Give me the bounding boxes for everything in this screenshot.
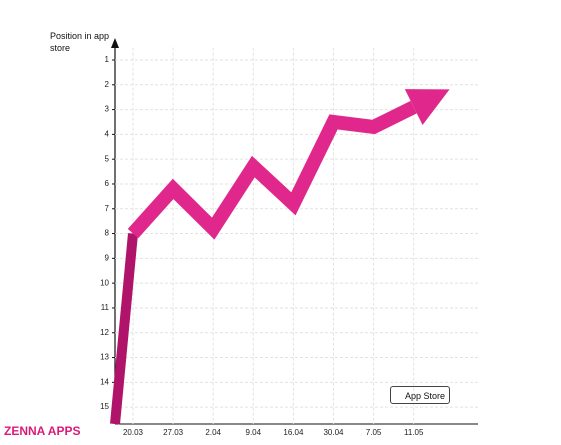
- y-tick-label: 12: [100, 328, 109, 337]
- lead-in: [110, 233, 138, 425]
- x-tick-label: 7.05: [366, 428, 382, 437]
- x-tick-label: 30.04: [323, 428, 344, 437]
- y-tick-label: 5: [105, 154, 110, 163]
- app-store-badge[interactable]: App Store: [390, 386, 450, 404]
- x-tick-label: 20.03: [123, 428, 144, 437]
- y-tick-label: 13: [100, 353, 109, 362]
- arrow-head: [404, 89, 450, 126]
- y-tick-label: 14: [100, 377, 109, 386]
- line: [127, 100, 417, 240]
- x-tick-label: 16.04: [283, 428, 304, 437]
- y-tick-label: 6: [105, 179, 110, 188]
- brand: ZENNA APPS: [4, 424, 81, 438]
- y-tick-label: 10: [100, 278, 109, 287]
- y-tick-label: 15: [100, 402, 109, 411]
- y-tick-label: 2: [105, 80, 110, 89]
- x-tick-label: 2.04: [205, 428, 221, 437]
- y-tick-label: 1: [105, 55, 110, 64]
- x-tick-label: 11.05: [404, 428, 424, 437]
- y-tick-label: 3: [105, 105, 110, 114]
- y-tick-label: 8: [105, 229, 110, 238]
- x-tick-label: 27.03: [163, 428, 184, 437]
- x-tick-label: 9.04: [246, 428, 262, 437]
- y-axis-label: Position in app store: [50, 31, 110, 53]
- y-tick-label: 7: [105, 204, 110, 213]
- axis-arrow: [111, 38, 119, 48]
- y-tick-label: 9: [105, 253, 110, 262]
- y-tick-label: 4: [105, 129, 110, 138]
- y-tick-label: 11: [101, 303, 110, 312]
